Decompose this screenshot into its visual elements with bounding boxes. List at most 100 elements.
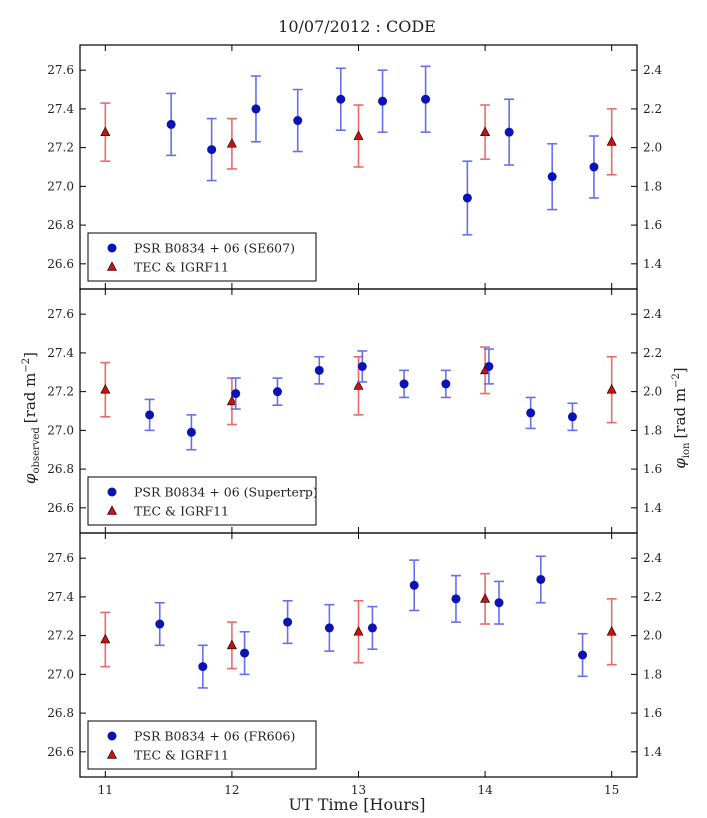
observed-point [367, 623, 377, 633]
observed-point [207, 145, 217, 155]
observed-point [251, 104, 261, 114]
y-left-tick-label: 27.2 [47, 141, 74, 155]
y-left-tick-label: 26.8 [47, 462, 74, 476]
legend-tec-label: TEC & IGRF11 [134, 504, 229, 519]
legend-observed-label: PSR B0834 + 06 (Superterp) [134, 485, 318, 500]
observed-point [324, 623, 334, 633]
x-tick-label: 14 [477, 783, 493, 797]
x-tick-label: 11 [98, 783, 113, 797]
y-right-tick-label: 1.6 [643, 218, 662, 232]
tec-point [226, 639, 237, 650]
y-left-tick-label: 27.2 [47, 385, 74, 399]
y-right-tick-label: 1.6 [643, 462, 662, 476]
panel-fr606: 26.6 26.8 27.0 27.2 27.4 27.6 1.4 1.6 1.8 2.0 2.2 2… [47, 532, 662, 797]
legend-observed-marker [107, 487, 117, 497]
tec-point [480, 126, 491, 136]
y-left-tick-label: 26.8 [47, 706, 74, 720]
legend-tec-label: TEC & IGRF11 [134, 260, 229, 275]
y-right-tick-label: 1.8 [643, 667, 662, 681]
y-right-tick-label: 2.0 [643, 141, 662, 155]
y-right-tick-label: 2.0 [643, 629, 662, 643]
observed-point [336, 94, 346, 104]
tec-point [226, 138, 237, 148]
y-left-tick-label: 27.4 [47, 102, 74, 116]
observed-point [378, 96, 388, 106]
panel-superterp: 26.6 26.8 27.0 27.2 27.4 27.6 1.4 1.6 1.8 2.0 2.2 2… [47, 288, 662, 534]
tec-point [353, 130, 364, 140]
observed-point [240, 648, 250, 658]
observed-point [186, 427, 196, 437]
observed-point [462, 193, 472, 203]
x-tick-label: 13 [351, 783, 366, 797]
y-axis-label-left: φobserved [rad m−2] [21, 352, 42, 484]
observed-point [526, 408, 536, 418]
legend-tec-marker [107, 261, 117, 271]
tec-point [480, 593, 491, 603]
y-left-tick-label: 27.2 [47, 629, 74, 643]
observed-point [484, 361, 494, 371]
y-left-subscript: observed [31, 427, 42, 474]
tec-point [353, 626, 364, 636]
y-right-tick-label: 2.4 [643, 63, 662, 77]
panels: 26.6 26.8 27.0 27.2 27.4 27.6 1.4 1.6 1.8 2.0 2.2 2… [47, 44, 662, 797]
y-right-symbol: φ [671, 458, 689, 469]
y-right-tick-label: 1.8 [643, 423, 662, 437]
observed-point [504, 127, 514, 137]
y-right-tick-label: 2.4 [643, 307, 662, 321]
tec-point [353, 380, 364, 390]
legend-tec-marker [107, 505, 117, 515]
y-right-tick-label: 1.4 [643, 745, 662, 759]
observed-point [145, 410, 155, 420]
observed-point [567, 412, 577, 422]
y-right-tick-label: 1.6 [643, 706, 662, 720]
observed-point [357, 361, 367, 371]
tec-point [100, 384, 111, 394]
x-axis-label: UT Time [Hours] [289, 795, 426, 814]
legend-box [87, 476, 317, 526]
y-left-tick-label: 27.6 [47, 551, 74, 565]
observed-point [451, 594, 461, 604]
y-left-tick-label: 27.4 [47, 346, 74, 360]
legend-tec-label: TEC & IGRF11 [134, 748, 229, 763]
observed-point [536, 574, 546, 584]
y-right-tick-label: 1.8 [643, 179, 662, 193]
observed-point [293, 116, 303, 126]
y-right-close: ] [671, 367, 689, 373]
legend-observed-label: PSR B0834 + 06 (FR606) [134, 729, 295, 744]
x-tick-label: 12 [224, 783, 239, 797]
tec-point [606, 626, 617, 636]
y-left-symbol: φ [21, 473, 39, 484]
y-right-tick-label: 2.2 [643, 590, 662, 604]
y-left-units: [rad m [21, 373, 39, 424]
x-tick-label: 15 [604, 783, 619, 797]
y-left-tick-label: 27.4 [47, 590, 74, 604]
observed-point [494, 598, 504, 608]
tec-point [226, 395, 237, 406]
legend-box [87, 720, 317, 770]
y-right-tick-label: 1.4 [643, 501, 662, 515]
y-right-tick-label: 2.2 [643, 346, 662, 360]
panel-se607: 26.6 26.8 27.0 27.2 27.4 27.6 1.4 1.6 1.8 2.0 2.2 2… [47, 44, 662, 290]
y-left-tick-label: 27.6 [47, 307, 74, 321]
legend-box [87, 232, 317, 282]
observed-point [272, 387, 282, 397]
legend-observed-label: PSR B0834 + 06 (SE607) [134, 241, 295, 256]
y-left-tick-label: 26.6 [47, 745, 74, 759]
y-left-tick-label: 26.6 [47, 501, 74, 515]
y-axis-label-right: φion [rad m−2] [671, 367, 692, 468]
observed-point [314, 365, 324, 375]
y-right-tick-label: 2.0 [643, 385, 662, 399]
y-right-tick-label: 2.2 [643, 102, 662, 116]
observed-point [155, 619, 165, 629]
legend-observed-marker [107, 243, 117, 253]
tec-point [100, 126, 111, 136]
observed-point [441, 379, 451, 389]
observed-point [421, 94, 431, 104]
y-right-exponent: −2 [671, 373, 682, 388]
observed-point [409, 580, 419, 590]
y-right-subscript: ion [681, 442, 692, 458]
observed-point [198, 662, 208, 672]
observed-point [166, 119, 176, 129]
observed-point [399, 379, 409, 389]
